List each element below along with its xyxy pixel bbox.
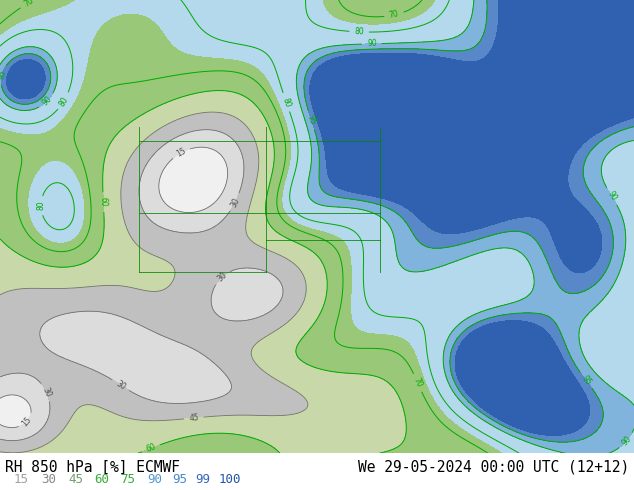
- Text: 90: 90: [41, 95, 54, 108]
- Text: 30: 30: [41, 473, 56, 486]
- Text: 90: 90: [148, 473, 163, 486]
- Text: 80: 80: [354, 27, 364, 37]
- Text: 75: 75: [120, 473, 136, 486]
- Text: 80: 80: [37, 201, 46, 210]
- Text: 70: 70: [22, 0, 35, 9]
- Text: 95: 95: [579, 374, 593, 387]
- Text: 90: 90: [620, 434, 633, 447]
- Text: 45: 45: [68, 473, 84, 486]
- Text: 90: 90: [367, 39, 377, 49]
- Text: 95: 95: [172, 473, 188, 486]
- Text: 70: 70: [389, 9, 400, 21]
- Text: 70: 70: [411, 376, 424, 389]
- Text: 100: 100: [219, 473, 241, 486]
- Text: RH 850 hPa [%] ECMWF: RH 850 hPa [%] ECMWF: [5, 460, 180, 475]
- Text: 30: 30: [215, 270, 228, 284]
- Text: 15: 15: [14, 473, 29, 486]
- Text: 60: 60: [145, 442, 157, 454]
- Text: 80: 80: [58, 95, 70, 107]
- Text: We 29-05-2024 00:00 UTC (12+12): We 29-05-2024 00:00 UTC (12+12): [358, 460, 629, 475]
- Text: 45: 45: [188, 413, 199, 423]
- Text: 95: 95: [306, 114, 317, 126]
- Text: 90: 90: [605, 190, 618, 203]
- Text: 30: 30: [229, 196, 242, 209]
- Text: 30: 30: [40, 386, 53, 398]
- Text: 15: 15: [175, 147, 188, 159]
- Text: 60: 60: [99, 197, 108, 207]
- Text: 80: 80: [280, 96, 292, 108]
- Text: 95: 95: [0, 69, 8, 81]
- Text: 60: 60: [94, 473, 109, 486]
- Text: 99: 99: [195, 473, 210, 486]
- Text: 30: 30: [114, 379, 127, 392]
- Text: 15: 15: [20, 415, 34, 428]
